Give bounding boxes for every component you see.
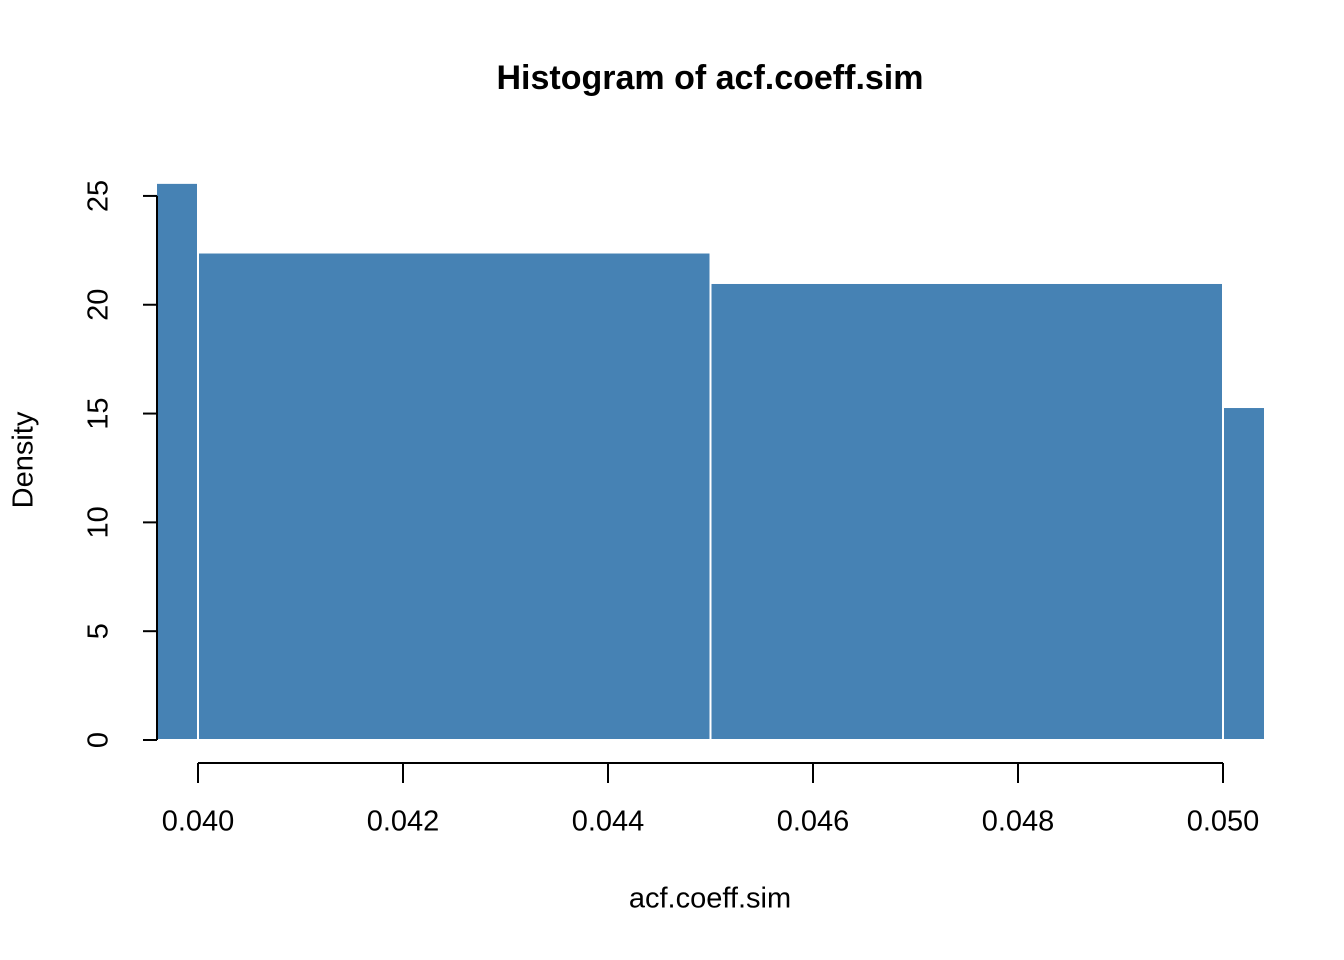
x-axis-label: acf.coeff.sim <box>629 883 791 915</box>
y-tick-label: 25 <box>83 180 115 212</box>
bar <box>709 281 1224 740</box>
x-tick-label: 0.050 <box>1187 806 1260 838</box>
x-tick-label: 0.040 <box>162 806 235 838</box>
bars <box>157 181 1264 740</box>
y-tick-label: 20 <box>83 289 115 321</box>
x-tick-label: 0.048 <box>982 806 1055 838</box>
y-tick-label: 0 <box>83 732 115 748</box>
y-tick-label: 10 <box>83 506 115 538</box>
x-tick-label: 0.042 <box>367 806 440 838</box>
y-axis-label: Density <box>8 411 40 508</box>
x-tick-label: 0.044 <box>572 806 645 838</box>
bar <box>1222 406 1264 740</box>
bar <box>197 251 712 740</box>
y-tick-label: 5 <box>83 623 115 639</box>
chart-title: Histogram of acf.coeff.sim <box>497 59 924 97</box>
x-tick-label: 0.046 <box>777 806 850 838</box>
y-tick-label: 15 <box>83 397 115 429</box>
